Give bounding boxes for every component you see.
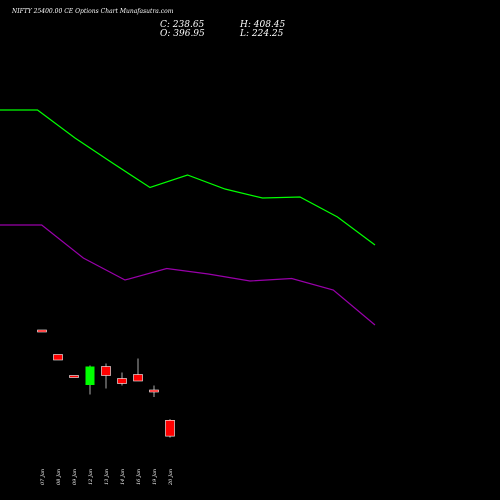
low-readout: L: 224.25	[239, 29, 284, 39]
chart-title: NIFTY 25400.00 CE Options Chart Munafasu…	[11, 8, 174, 15]
x-tick-label: 12 Jan	[88, 469, 94, 485]
x-tick-label: 19 Jan	[152, 469, 158, 485]
x-tick-label: 07 Jan	[40, 469, 46, 485]
x-tick-label: 20 Jan	[168, 469, 174, 486]
candle-08-jan	[53, 354, 63, 361]
bands-layer	[0, 109, 376, 326]
close-readout: C: 238.65	[160, 20, 205, 30]
candle-body	[133, 374, 143, 382]
candle-07-jan	[37, 329, 47, 333]
lower-band-line	[0, 224, 376, 326]
candle-09-jan	[69, 375, 79, 378]
high-readout: H: 408.45	[239, 20, 286, 30]
candle-body	[101, 366, 111, 376]
candle-16-jan	[133, 358, 143, 382]
candle-19-jan	[149, 385, 159, 397]
candle-13-jan	[101, 363, 111, 389]
x-tick-label: 09 Jan	[72, 469, 78, 485]
candles-layer	[37, 329, 175, 438]
candle-body	[53, 354, 63, 361]
upper-band-line	[0, 109, 376, 246]
candle-20-jan	[165, 419, 175, 438]
candle-body	[37, 329, 47, 333]
candle-14-jan	[117, 372, 127, 386]
x-tick-label: 16 Jan	[136, 469, 142, 485]
candle-12-jan	[85, 365, 95, 395]
candle-body	[117, 378, 127, 384]
open-readout: O: 396.95	[160, 29, 205, 39]
candle-body	[69, 375, 79, 378]
x-tick-label: 14 Jan	[120, 469, 126, 485]
candle-body	[85, 366, 95, 385]
x-axis-ticks: 07 Jan 08 Jan 09 Jan 12 Jan 13 Jan 14 Jan 16 J…	[40, 469, 174, 486]
candle-body	[165, 420, 175, 437]
x-tick-label: 13 Jan	[104, 469, 110, 485]
candle-body	[149, 389, 159, 393]
x-tick-label: 08 Jan	[56, 469, 62, 485]
